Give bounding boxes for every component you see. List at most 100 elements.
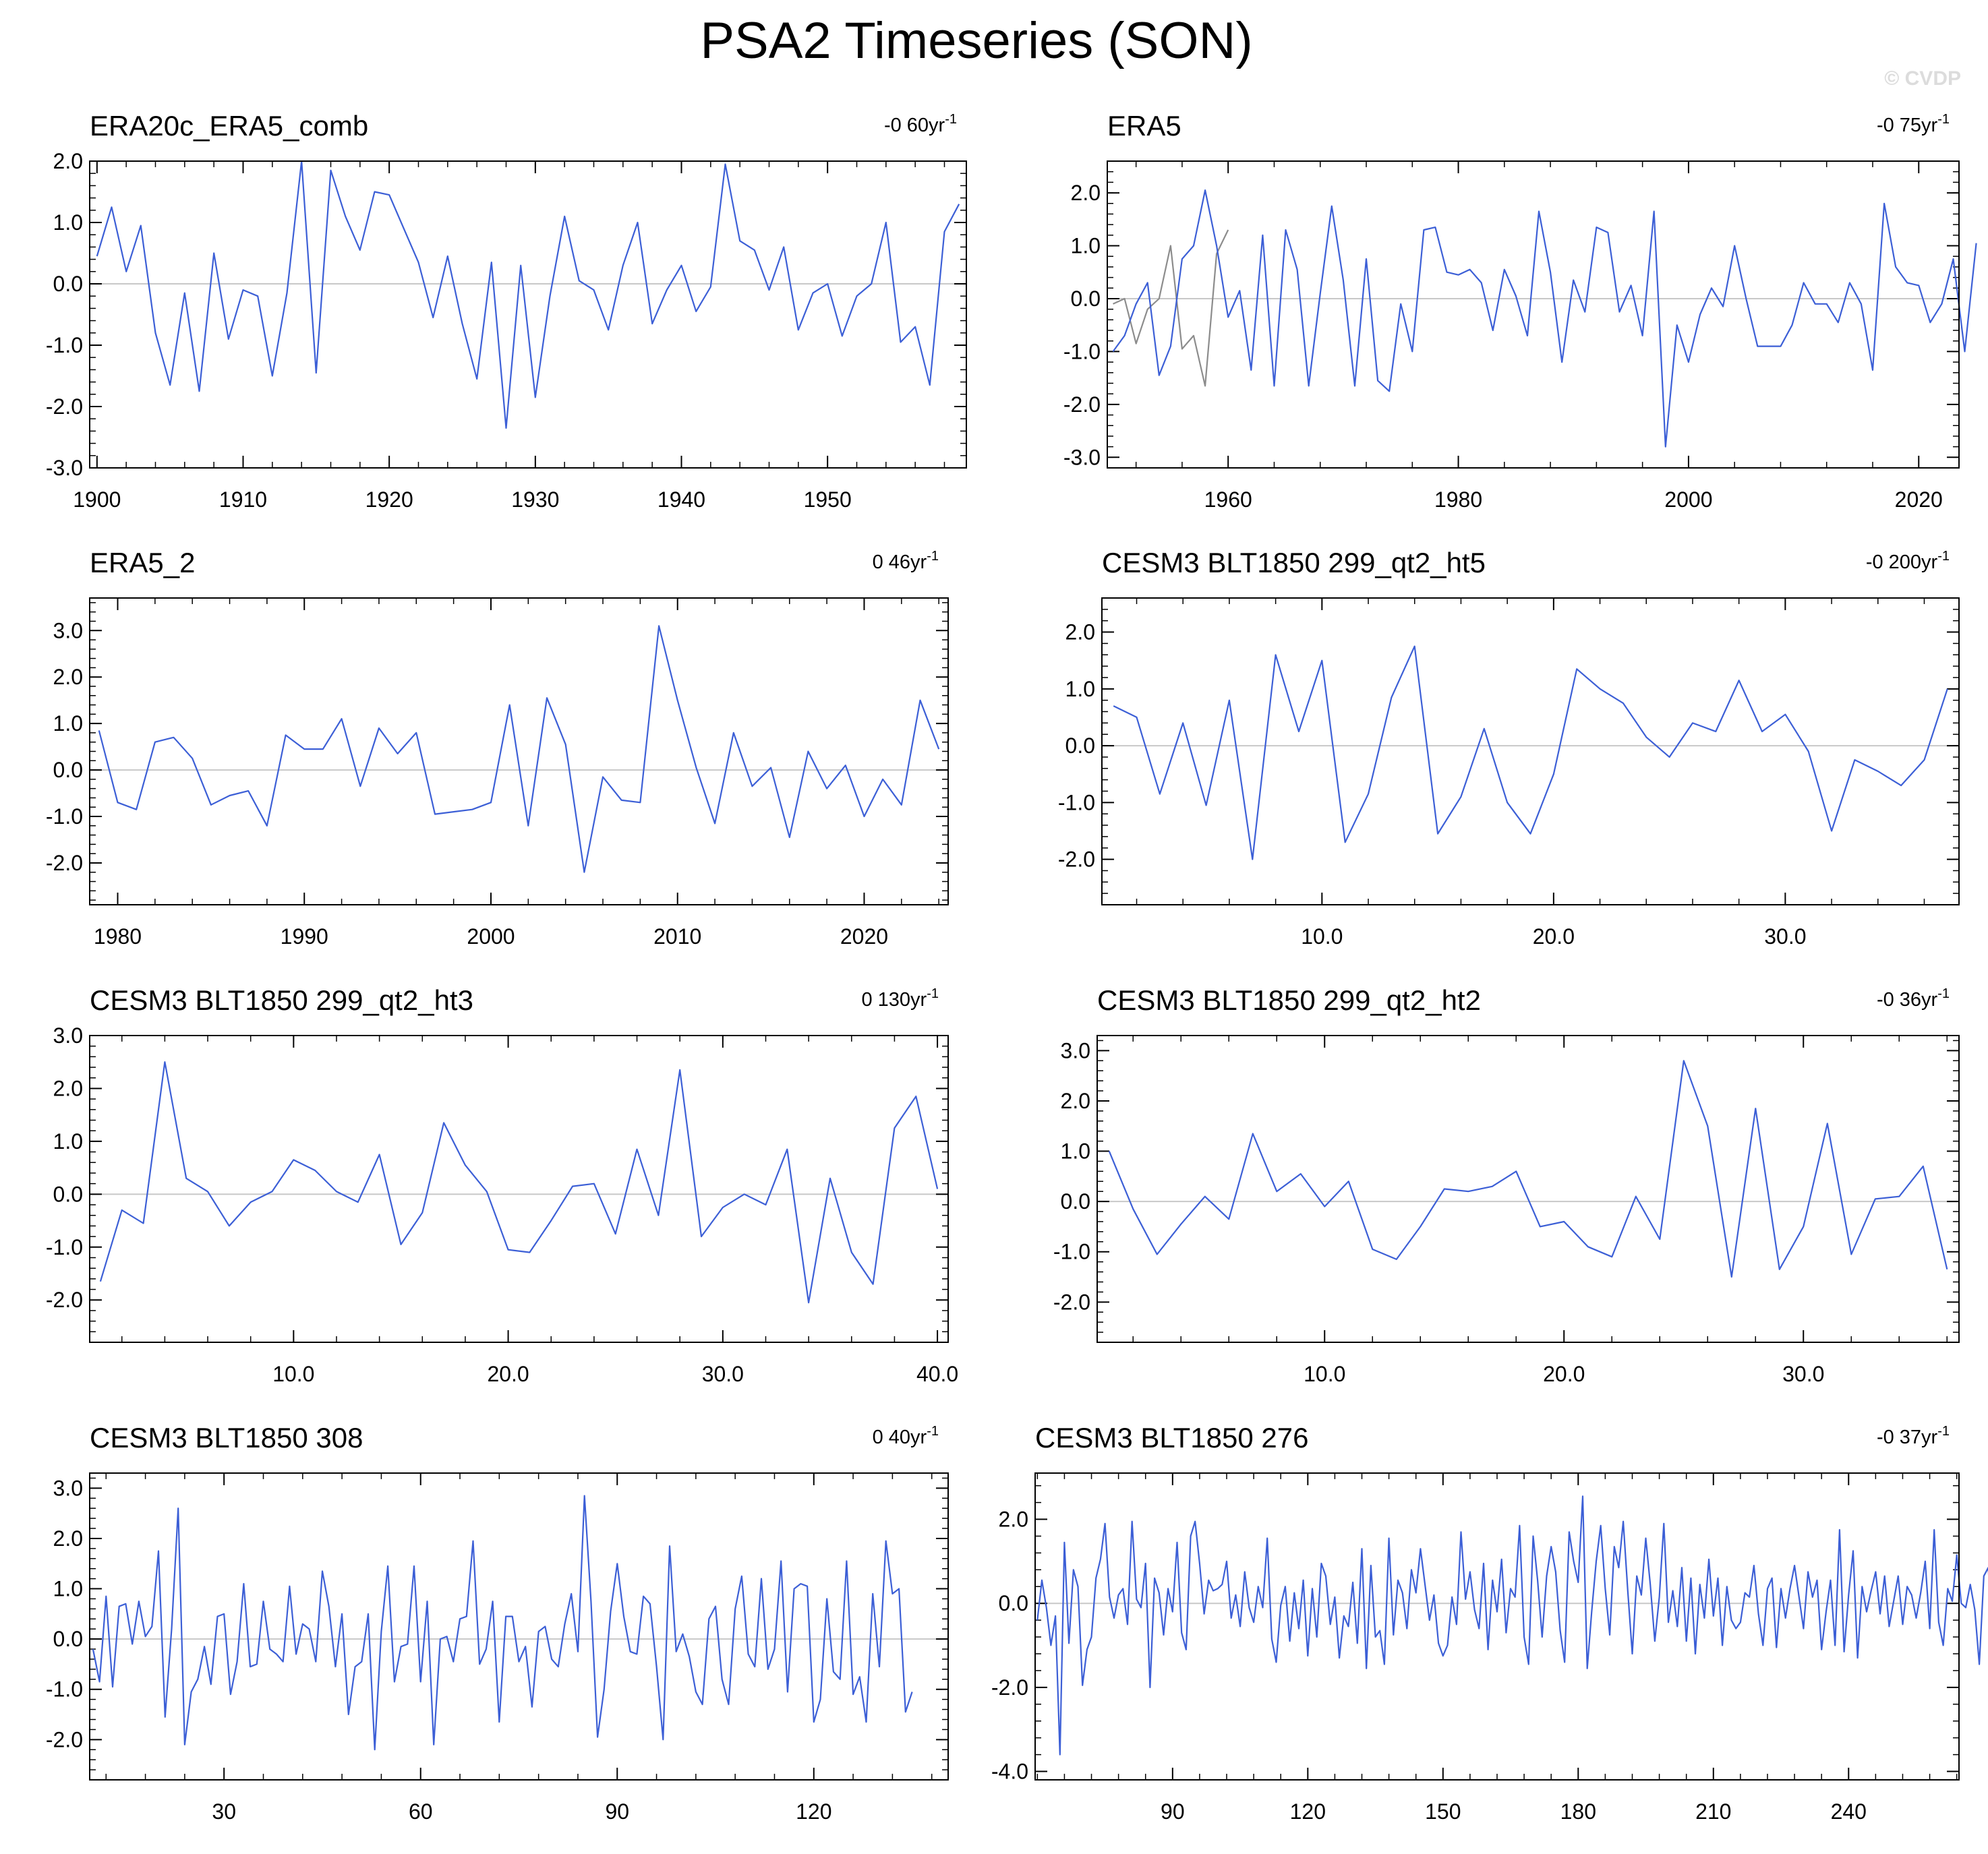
panel-title: ERA5_2 [90, 547, 195, 578]
x-tick-label: 1950 [804, 487, 852, 512]
x-tick-label: 1910 [219, 487, 267, 512]
chart-panel: 3.0 2.0 1.0 0.0 -1.0 -2.0 30 60 90 120 CESM3 BLT18… [46, 1422, 949, 1824]
x-tick-label: 240 [1831, 1799, 1867, 1824]
panel-title: CESM3 BLT1850 299_qt2_ht3 [90, 984, 473, 1016]
plot-frame [89, 1472, 949, 1781]
x-tick-label: 2010 [653, 924, 701, 949]
figure-title: PSA2 Timeseries (SON) [700, 12, 1252, 69]
y-tick-label: -3.0 [46, 456, 83, 480]
x-tick-label: 10.0 [1301, 924, 1343, 949]
plot-frame [1107, 160, 1960, 469]
watermark: © CVDP [1884, 67, 1961, 90]
y-tick-label: 2.0 [1065, 620, 1095, 645]
y-tick-label: 3.0 [53, 1476, 83, 1500]
y-tick-label: -1.0 [46, 1677, 83, 1702]
x-tick-label: 1980 [1434, 487, 1482, 512]
trend-label: -0 36yr-1 [1877, 986, 1950, 1011]
trend-exponent: -1 [1937, 112, 1950, 127]
x-tick-label: 2020 [840, 924, 888, 949]
trend-exponent: -1 [927, 1424, 939, 1439]
x-tick-label: 120 [1290, 1799, 1326, 1824]
trend-label: -0 200yr-1 [1866, 549, 1950, 573]
trend-label: 0 46yr-1 [873, 549, 939, 573]
trend-value: -0 60yr [884, 115, 945, 136]
panel-title: CESM3 BLT1850 299_qt2_ht2 [1097, 984, 1481, 1016]
x-tick-label: 210 [1695, 1799, 1731, 1824]
panels: 2.0 1.0 0.0 -1.0 -2.0 -3.0 1900 1910 1920 1930 194… [46, 110, 1988, 1824]
y-tick-label: 0.0 [53, 758, 83, 782]
y-tick-label: 1.0 [53, 210, 83, 235]
y-tick-label: -2.0 [1053, 1290, 1090, 1314]
x-tick-label: 20.0 [487, 1362, 529, 1386]
chart-panel: 2.0 1.0 0.0 -1.0 -2.0 10.0 20.0 30.0 CESM3 BLT18… [1058, 547, 1960, 949]
panel-title: CESM3 BLT1850 276 [1035, 1422, 1308, 1454]
x-tick-label: 1940 [657, 487, 705, 512]
y-tick-label: -2.0 [46, 1727, 83, 1752]
x-tick-label: 30 [212, 1799, 236, 1824]
x-tick-label: 1920 [366, 487, 413, 512]
trend-exponent: -1 [1937, 986, 1950, 1001]
y-tick-label: -2.0 [1058, 847, 1095, 872]
trend-label: -0 75yr-1 [1877, 112, 1950, 136]
x-tick-label: 40.0 [916, 1362, 958, 1386]
y-tick-label: -1.0 [1053, 1240, 1090, 1264]
y-tick-label: 2.0 [999, 1507, 1028, 1532]
y-tick-label: 1.0 [53, 711, 83, 736]
trend-value: -0 37yr [1877, 1427, 1938, 1448]
series-line [1036, 1495, 1988, 1756]
y-tick-label: 0.0 [999, 1591, 1028, 1615]
y-tick-label: 3.0 [53, 618, 83, 642]
x-tick-label: 90 [605, 1799, 629, 1824]
y-tick-label: -2.0 [46, 851, 83, 875]
chart-panel: 2.0 0.0 -2.0 -4.0 90 120 150 180 210 240 CESM3 BLT… [991, 1422, 1988, 1824]
panel-title: CESM3 BLT1850 299_qt2_ht5 [1102, 547, 1486, 578]
x-tick-label: 30.0 [1764, 924, 1806, 949]
trend-exponent: -1 [945, 112, 957, 127]
x-tick-label: 10.0 [272, 1362, 314, 1386]
y-tick-label: 2.0 [1071, 181, 1101, 205]
x-tick-label: 2000 [1664, 487, 1712, 512]
trend-value: 0 130yr [861, 989, 927, 1011]
series-line [96, 160, 960, 429]
y-tick-label: 0.0 [1065, 734, 1095, 758]
x-tick-label: 30.0 [1782, 1362, 1824, 1386]
plot-frame [1101, 597, 1960, 905]
x-tick-label: 120 [796, 1799, 831, 1824]
x-tick-label: 2000 [467, 924, 515, 949]
y-tick-label: -4.0 [991, 1760, 1028, 1784]
y-tick-label: 1.0 [53, 1129, 83, 1154]
y-tick-label: -3.0 [1063, 445, 1101, 469]
y-tick-label: 1.0 [1061, 1139, 1090, 1164]
chart-panel: 3.0 2.0 1.0 0.0 -1.0 -2.0 10.0 20.0 30.0 40.0 CESM… [46, 984, 958, 1386]
y-tick-label: -2.0 [991, 1675, 1028, 1700]
trend-value: -0 36yr [1877, 989, 1938, 1011]
plot-frame [89, 597, 949, 905]
plot-frame [1034, 1472, 1960, 1781]
series-line [98, 625, 940, 873]
y-tick-label: 2.0 [53, 1076, 83, 1100]
chart-panel: 3.0 2.0 1.0 0.0 -1.0 -2.0 10.0 20.0 30.0 CESM3 BL… [1053, 984, 1960, 1386]
y-tick-label: 0.0 [53, 272, 83, 296]
y-tick-label: -1.0 [46, 333, 83, 357]
trend-label: 0 40yr-1 [873, 1424, 939, 1448]
panel-title: ERA20c_ERA5_comb [90, 110, 368, 142]
x-tick-label: 60 [409, 1799, 433, 1824]
y-tick-label: -1.0 [46, 1235, 83, 1259]
y-tick-label: -1.0 [1058, 790, 1095, 814]
y-tick-label: -1.0 [1063, 339, 1101, 363]
x-tick-label: 90 [1161, 1799, 1185, 1824]
panel-title: CESM3 BLT1850 308 [90, 1422, 363, 1454]
x-tick-label: 2020 [1895, 487, 1943, 512]
plot-frame [89, 160, 967, 469]
chart-panel: 2.0 1.0 0.0 -1.0 -2.0 -3.0 1960 1980 2000 2020 ERA… [1063, 110, 1977, 512]
y-tick-label: 0.0 [1061, 1189, 1090, 1214]
series-line [99, 1061, 939, 1304]
y-tick-label: 2.0 [53, 665, 83, 689]
x-tick-label: 180 [1560, 1799, 1596, 1824]
trend-exponent: -1 [927, 549, 939, 564]
x-tick-label: 10.0 [1304, 1362, 1345, 1386]
overlay-series-line [1113, 229, 1229, 387]
x-tick-label: 1900 [73, 487, 121, 512]
trend-exponent: -1 [927, 986, 939, 1001]
